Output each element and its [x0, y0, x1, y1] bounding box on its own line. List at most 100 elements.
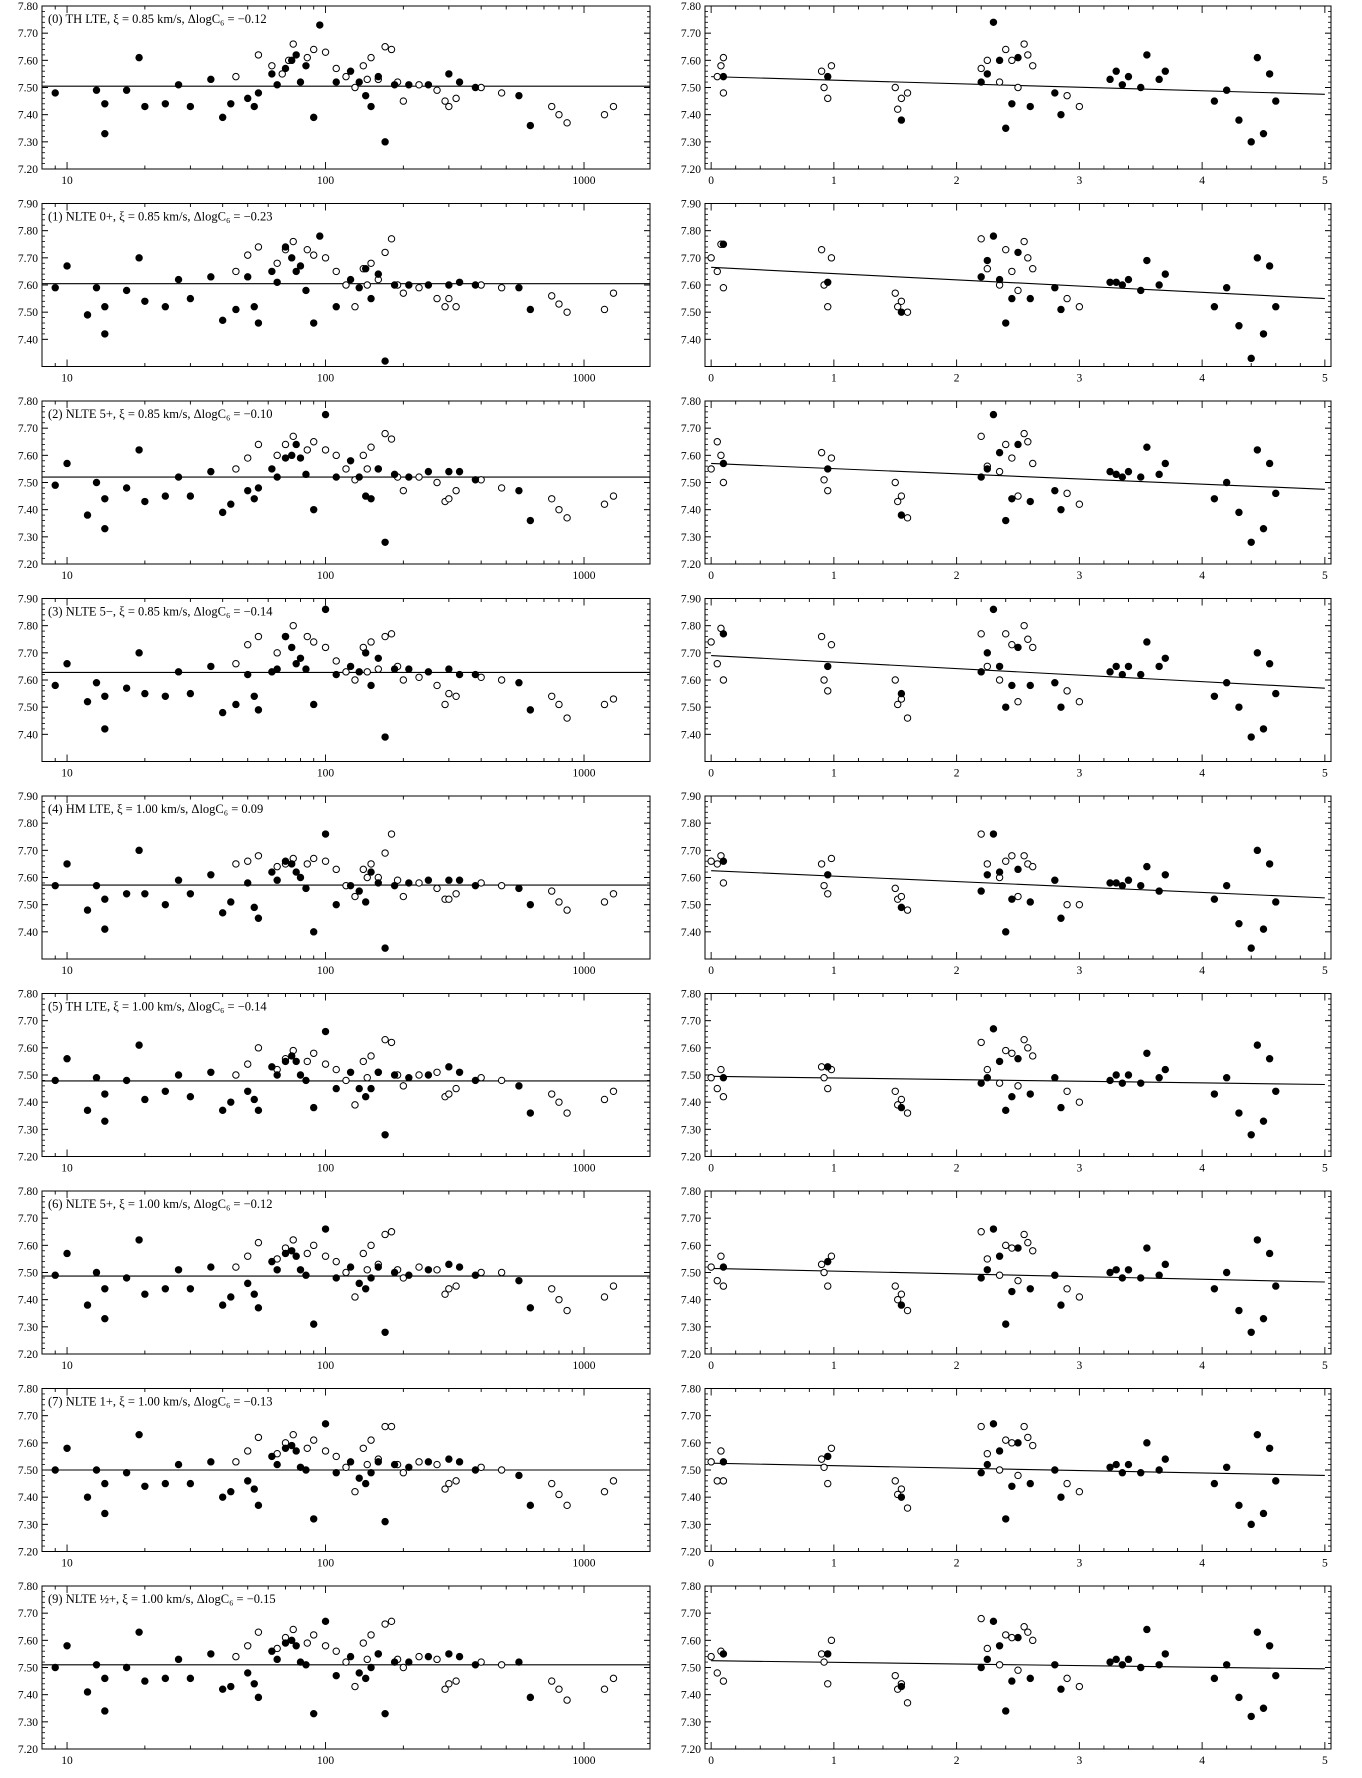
- filled-point: [824, 662, 832, 671]
- filled-point: [273, 1655, 281, 1664]
- open-point: [445, 102, 453, 111]
- panel-label: (2) NLTE 5+, ξ = 0.85 km/s, ΔlogC₆ = −0.…: [48, 407, 273, 421]
- filled-point: [141, 1290, 149, 1298]
- open-point: [351, 1488, 359, 1496]
- filled-point: [186, 102, 195, 111]
- y-tick-label: 7.20: [681, 559, 701, 571]
- y-tick-label: 7.20: [681, 164, 701, 176]
- filled-point: [390, 881, 399, 890]
- open-point: [824, 303, 832, 311]
- open-point: [977, 630, 985, 638]
- filled-point: [445, 70, 453, 78]
- open-point: [548, 102, 556, 111]
- filled-point: [1118, 81, 1127, 89]
- filled-point: [92, 1268, 101, 1277]
- filled-point: [455, 876, 464, 884]
- open-point: [1002, 45, 1010, 54]
- filled-point: [101, 1707, 109, 1715]
- filled-point: [1002, 928, 1010, 936]
- x-tick-label: 1: [831, 1558, 837, 1570]
- open-point: [1020, 40, 1028, 48]
- filled-point: [1137, 473, 1145, 481]
- filled-point: [381, 1709, 389, 1718]
- filled-point: [174, 668, 183, 676]
- open-point: [254, 852, 263, 860]
- panel-3-left: 7.40 7.50 7.60 7.70 7.80 7.90 10 100 1000 (3) NLT…: [18, 594, 651, 780]
- x-tick-label: 1000: [573, 1755, 596, 1767]
- filled-point: [374, 72, 382, 81]
- filled-point: [244, 1669, 252, 1677]
- open-point: [903, 714, 912, 722]
- open-point: [387, 435, 396, 443]
- y-tick-label: 7.60: [18, 280, 38, 292]
- filled-point: [989, 605, 998, 614]
- filled-point: [983, 1266, 992, 1274]
- open-point: [983, 860, 992, 868]
- open-point: [707, 1074, 715, 1082]
- filled-point: [254, 1693, 263, 1702]
- open-point: [477, 1658, 485, 1666]
- y-tick-label: 7.40: [18, 505, 38, 517]
- panel-7-left: 7.20 7.30 7.40 7.50 7.60 7.70 7.80 10 100 1000 (7)…: [18, 1384, 651, 1570]
- y-tick-label: 7.80: [18, 621, 38, 633]
- open-point: [244, 857, 252, 865]
- filled-point: [471, 476, 480, 484]
- open-point: [1029, 1052, 1037, 1060]
- filled-point: [897, 1493, 906, 1501]
- filled-point: [1014, 440, 1022, 449]
- open-point: [359, 62, 368, 70]
- open-point: [374, 665, 382, 673]
- open-point: [609, 1477, 618, 1485]
- open-point: [820, 1268, 828, 1277]
- filled-point: [1026, 681, 1034, 690]
- open-point: [894, 303, 902, 311]
- filled-point: [719, 1074, 728, 1082]
- open-point: [367, 443, 375, 451]
- filled-point: [302, 286, 310, 295]
- filled-point: [1210, 692, 1219, 700]
- filled-point: [719, 857, 728, 865]
- filled-point: [244, 879, 252, 887]
- open-point: [254, 1433, 263, 1442]
- y-tick-label: 7.80: [681, 1186, 701, 1198]
- filled-point: [405, 879, 413, 887]
- filled-point: [455, 1263, 464, 1271]
- filled-point: [141, 297, 149, 305]
- filled-point: [1155, 470, 1163, 479]
- filled-point: [1259, 1117, 1268, 1125]
- open-point: [1075, 900, 1084, 909]
- open-point: [555, 110, 563, 119]
- x-tick-label: 2: [954, 570, 960, 582]
- filled-point: [186, 492, 195, 500]
- open-point: [367, 860, 375, 868]
- filled-point: [1235, 1306, 1243, 1315]
- filled-point: [174, 81, 183, 89]
- y-tick-label: 7.70: [18, 845, 38, 857]
- filled-point: [296, 454, 305, 462]
- panel-label: (3) NLTE 5−, ξ = 0.85 km/s, ΔlogC₆ = −0.…: [48, 605, 273, 619]
- open-point: [548, 495, 556, 503]
- filled-point: [273, 473, 281, 481]
- open-point: [381, 849, 389, 857]
- filled-point: [1222, 881, 1231, 890]
- filled-point: [254, 1106, 263, 1115]
- filled-point: [897, 1301, 906, 1309]
- y-tick-label: 7.30: [681, 1322, 701, 1334]
- filled-point: [1002, 1320, 1010, 1328]
- filled-point: [471, 1076, 480, 1085]
- x-tick-label: 2: [954, 768, 960, 780]
- x-tick-label: 1000: [573, 965, 596, 977]
- filled-point: [321, 605, 330, 614]
- y-tick-label: 7.50: [681, 702, 701, 714]
- filled-point: [719, 630, 728, 638]
- open-point: [310, 1049, 318, 1057]
- open-point: [415, 473, 423, 481]
- fit-line: [711, 266, 1325, 300]
- filled-point: [281, 1057, 290, 1066]
- filled-point: [1057, 1685, 1065, 1693]
- filled-point: [83, 311, 92, 319]
- y-tick-label: 7.70: [18, 1608, 38, 1620]
- filled-point: [244, 486, 252, 495]
- open-point: [363, 281, 371, 289]
- open-point: [707, 254, 715, 262]
